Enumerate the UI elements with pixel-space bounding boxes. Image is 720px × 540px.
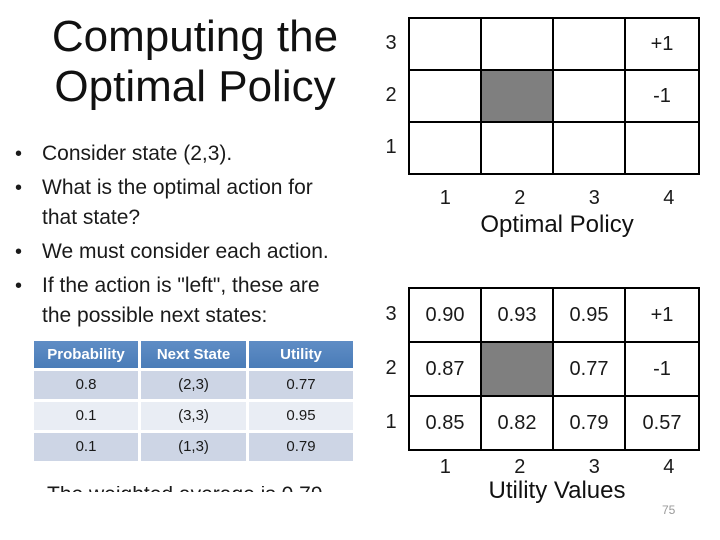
- utility-grid: 0.90 0.93 0.95 +1 0.87 0.77 -1 0.85 0.82 0.79 0.57: [408, 287, 700, 451]
- policy-grid-caption: Optimal Policy: [480, 211, 634, 238]
- table-cell: (3,3): [141, 402, 246, 430]
- grid-cell: 0.57: [642, 411, 682, 434]
- grid-row-label: 2: [385, 357, 397, 379]
- utility-grid-col-labels: 1 2 3 4: [408, 456, 706, 479]
- utility-grid-row-labels: 3 2 1: [380, 287, 402, 449]
- grid-cell: [482, 19, 554, 71]
- bullet-item: Consider state (2,3).: [12, 139, 368, 169]
- grid-cell: [554, 123, 626, 173]
- grid-row-label: 3: [385, 303, 397, 325]
- table-cell: 0.77: [249, 371, 353, 399]
- clipped-sentence: The weighted average is 0.79: [47, 486, 357, 492]
- table-cell: 0.1: [34, 402, 138, 430]
- grid-obstacle-cell: [482, 71, 554, 123]
- grid-cell: +1: [626, 19, 698, 71]
- table-row: 0.1 (3,3) 0.95: [34, 402, 353, 430]
- grid-cell: [554, 71, 626, 123]
- grid-cell: [482, 123, 554, 173]
- grid-col-label: 4: [663, 187, 675, 209]
- table-cell: 0.8: [34, 371, 138, 399]
- grid-col-label: 2: [514, 456, 526, 478]
- table-header-cell: Probability: [34, 341, 138, 368]
- grid-cell: 0.79: [554, 397, 626, 449]
- grid-cell: [410, 19, 482, 71]
- grid-obstacle-cell: [482, 343, 554, 397]
- table-header-cell: Utility: [249, 341, 353, 368]
- table-cell: 0.95: [249, 402, 353, 430]
- policy-grid-col-labels: 1 2 3 4: [408, 187, 706, 210]
- grid-row-label: 3: [385, 32, 397, 54]
- grid-col-label: 4: [663, 456, 675, 478]
- grid-col-label: 1: [439, 456, 451, 478]
- bullet-list: Consider state (2,3). What is the optima…: [12, 139, 368, 335]
- table-cell: 0.1: [34, 433, 138, 461]
- slide-title: Computing the Optimal Policy: [5, 12, 385, 112]
- grid-cell: 0.95: [554, 289, 626, 343]
- table-row: 0.8 (2,3) 0.77: [34, 371, 353, 399]
- bullet-item: If the action is "left", these are the p…: [12, 271, 368, 331]
- bullet-item: We must consider each action.: [12, 237, 368, 267]
- title-line-1: Computing the: [51, 12, 339, 61]
- grid-col-label: 3: [588, 456, 600, 478]
- table-cell: (2,3): [141, 371, 246, 399]
- table-header-cell: Next State: [141, 341, 246, 368]
- table-row: 0.1 (1,3) 0.79: [34, 433, 353, 461]
- grid-cell: -1: [626, 343, 698, 397]
- next-state-table: Probability Next State Utility 0.8 (2,3) 0.77…: [34, 341, 353, 461]
- table-header-row: Probability Next State Utility: [34, 341, 353, 368]
- grid-col-label: 2: [514, 187, 526, 209]
- grid-cell: 0.93: [482, 289, 554, 343]
- page-number: 75: [662, 503, 676, 517]
- grid-cell: [554, 19, 626, 71]
- table-cell: (1,3): [141, 433, 246, 461]
- bullet-item: What is the optimal action for that stat…: [12, 173, 368, 233]
- policy-grid-row-labels: 3 2 1: [380, 17, 402, 173]
- grid-cell: [626, 123, 698, 173]
- grid-col-label: 1: [439, 187, 451, 209]
- grid-cell: 0.87: [410, 343, 482, 397]
- table-cell: 0.79: [249, 433, 353, 461]
- grid-cell: 0.85: [410, 397, 482, 449]
- grid-row-label: 1: [385, 136, 397, 158]
- title-line-2: Optimal Policy: [54, 62, 336, 111]
- grid-row-label: 2: [385, 84, 397, 106]
- grid-cell: -1: [626, 71, 698, 123]
- policy-grid: +1 -1: [408, 17, 700, 175]
- grid-row-label: 1: [385, 411, 397, 433]
- grid-cell: 0.77: [554, 343, 626, 397]
- grid-cell: [410, 71, 482, 123]
- grid-col-label: 3: [588, 187, 600, 209]
- utility-grid-caption: Utility Values: [488, 477, 626, 504]
- grid-cell: +1: [626, 289, 698, 343]
- grid-cell: 0.82: [482, 397, 554, 449]
- grid-cell: [410, 123, 482, 173]
- grid-cell: 0.90: [410, 289, 482, 343]
